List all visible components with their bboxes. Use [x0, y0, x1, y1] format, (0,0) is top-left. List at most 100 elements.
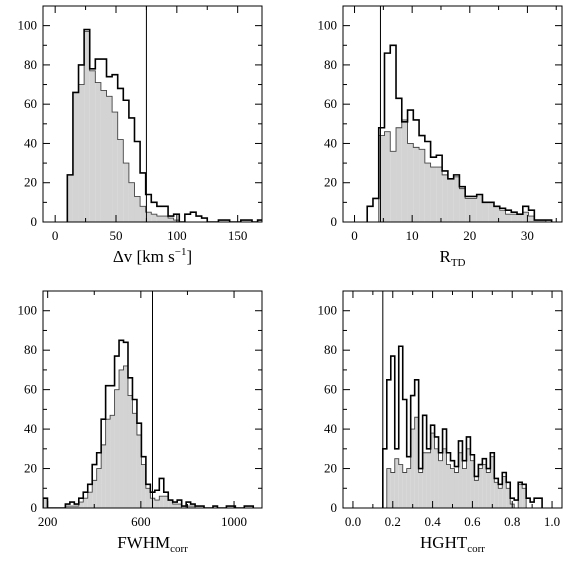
filled-bar [424, 163, 431, 222]
filled-bar [119, 369, 124, 508]
filled-bar [134, 196, 141, 222]
x-tick-label: 0.0 [345, 514, 361, 529]
x-tick-label: 200 [38, 514, 58, 529]
filled-bar [454, 472, 459, 508]
filled-bar [418, 472, 423, 508]
filled-bar [407, 143, 414, 222]
filled-bar [490, 456, 495, 508]
filled-bar [159, 496, 164, 508]
filled-bar [446, 464, 451, 508]
y-tick-label: 40 [324, 421, 337, 436]
filled-bar [522, 488, 527, 508]
y-tick-label: 20 [24, 175, 37, 190]
filled-bar [466, 448, 471, 508]
y-tick-label: 60 [24, 96, 37, 111]
outline-series [43, 339, 255, 508]
filled-bar [87, 492, 93, 508]
y-tick-label: 80 [324, 342, 337, 357]
filled-bar [517, 214, 523, 222]
filled-bar [162, 216, 169, 222]
filled-bar [413, 147, 420, 222]
filled-bar [438, 460, 443, 508]
filled-bar [390, 472, 395, 508]
panel-fwhm-corr: 0 20 40 60 80 100 200 600 1000 FWHMcorr [18, 290, 263, 555]
x-tick-label: 0.8 [504, 514, 520, 529]
filled-bar [114, 389, 120, 508]
filled-bar [78, 502, 84, 508]
filled-bar [458, 452, 463, 508]
y-tick-label: 0 [331, 500, 338, 515]
x-tick-label: 150 [228, 228, 248, 243]
x-tick-label: 1.0 [544, 514, 560, 529]
plot-frame [42, 5, 263, 223]
panel-delta-v: 0 20 40 60 80 100 0 50 100 150 Δv [km s−1] [18, 5, 263, 266]
plot-frame [342, 5, 563, 223]
filled-bar [478, 468, 483, 508]
x-tick-label: 10 [406, 228, 419, 243]
filled-bar [426, 452, 431, 508]
filled-bar [505, 214, 512, 222]
filled-bar [78, 84, 85, 222]
y-tick-label: 40 [24, 421, 37, 436]
x-tick-label: 100 [167, 228, 187, 243]
filled-bar [482, 202, 489, 222]
filled-bar [128, 182, 135, 222]
filled-bar [419, 149, 425, 222]
filled-bar [117, 139, 124, 222]
filled-bar [447, 178, 454, 222]
y-tick-label: 80 [324, 57, 337, 72]
filled-bar [396, 127, 402, 222]
x-axis-label: Δv [km s−1] [113, 246, 192, 266]
histogram [43, 339, 255, 508]
filled-bar [89, 70, 96, 222]
x-tick-label: 0.2 [385, 514, 401, 529]
filled-bar [186, 506, 191, 508]
filled-bar [106, 96, 113, 222]
y-tick-label: 60 [324, 96, 337, 111]
outline-series [66, 28, 262, 222]
filled-bar [518, 484, 523, 508]
y-tick-label: 40 [324, 135, 337, 150]
filled-bar [434, 448, 439, 508]
filled-bar [110, 415, 115, 508]
x-tick-label: 20 [463, 228, 476, 243]
filled-bar [163, 496, 169, 508]
y-tick-label: 40 [24, 135, 37, 150]
y-tick-label: 0 [331, 214, 338, 229]
filled-bar [390, 151, 397, 222]
y-tick-label: 0 [31, 214, 38, 229]
filled-bar [474, 480, 479, 508]
filled-bar [378, 135, 385, 222]
x-tick-label: 600 [131, 514, 151, 529]
outline-series [366, 44, 553, 222]
filled-bar [453, 176, 460, 222]
filled-bar [136, 435, 142, 508]
filled-bar [450, 468, 455, 508]
histogram [66, 28, 262, 222]
filled-bar [172, 504, 178, 508]
filled-bar [96, 468, 102, 508]
filled-bar [100, 90, 107, 222]
filled-bar [442, 174, 448, 222]
filled-bar [511, 214, 518, 222]
y-tick-label: 60 [324, 382, 337, 397]
filled-bar [132, 413, 137, 508]
panel-r-td: 0 20 40 60 80 100 0 10 20 30 RTD [318, 5, 563, 269]
filled-bar [112, 112, 118, 222]
filled-bar [534, 220, 541, 222]
filled-bar [127, 395, 133, 508]
filled-bar [506, 488, 511, 508]
filled-bar [123, 163, 129, 222]
filled-bar [486, 472, 491, 508]
filled-bar [442, 448, 447, 508]
filled-bar [67, 174, 73, 222]
filled-bar [190, 506, 196, 508]
y-tick-label: 80 [24, 342, 37, 357]
filled-bar [493, 206, 500, 222]
y-tick-label: 100 [18, 303, 38, 318]
filled-bar [154, 500, 160, 508]
filled-bar [528, 216, 535, 222]
filled-bar [69, 506, 75, 508]
filled-bar [398, 464, 403, 508]
filled-bar [459, 188, 466, 222]
